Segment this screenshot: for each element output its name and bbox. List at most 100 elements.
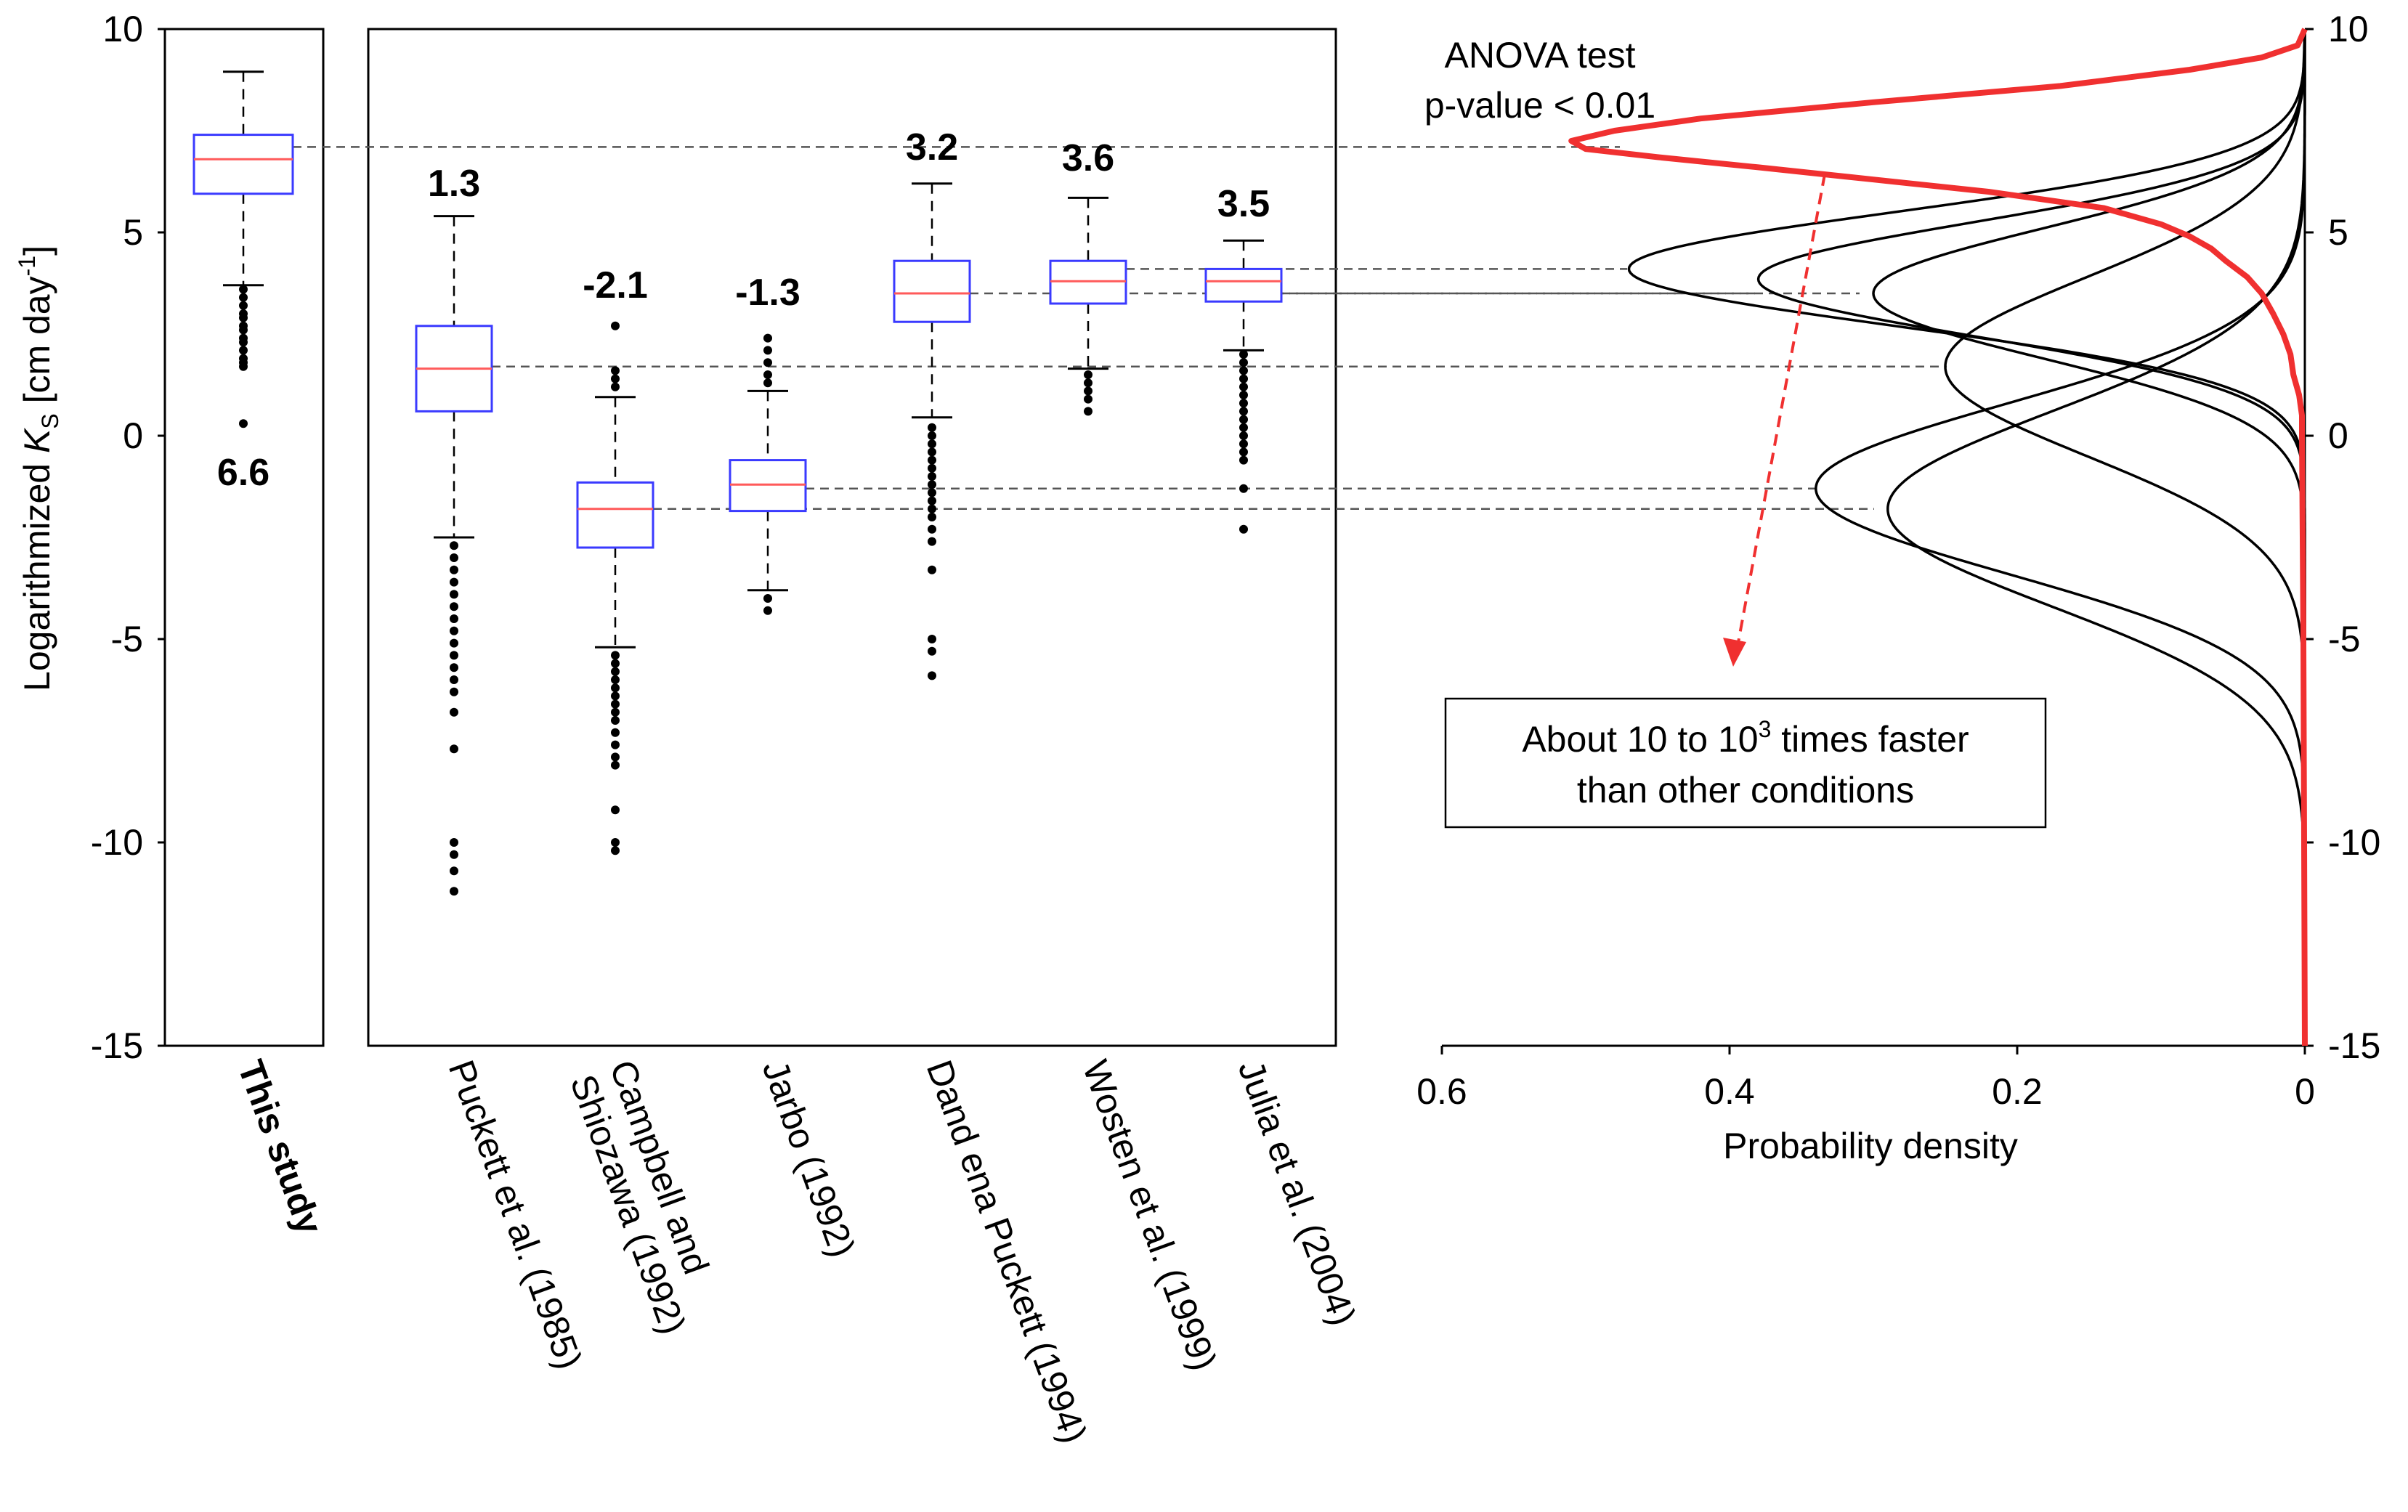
outlier-point [1239, 374, 1248, 383]
outlier-point [928, 488, 936, 497]
outlier-point [450, 866, 458, 876]
outlier-point [928, 565, 936, 574]
density-x-tick-label: 0.2 [1992, 1071, 2043, 1112]
outlier-point [928, 537, 936, 546]
category-label: Dand ena Puckett (1994) [919, 1055, 1095, 1449]
outlier-point [611, 667, 620, 676]
outlier-point [450, 553, 458, 562]
outlier-point [1239, 415, 1248, 424]
category-label: Jarbo (1992) [755, 1055, 864, 1263]
outlier-point [1084, 386, 1092, 396]
outlier-point [763, 370, 772, 379]
outlier-point [611, 321, 620, 330]
boxplot: 3.5 [1204, 183, 1283, 534]
category-label-line: Julia et al. (2004) [1231, 1055, 1364, 1331]
y-axis-label-prefix: Logarithmized [17, 453, 57, 691]
outlier-point [1239, 391, 1248, 399]
outlier-point [763, 378, 772, 388]
density-curve [1872, 29, 2306, 1046]
mean-value-label: 3.5 [1217, 183, 1270, 225]
outlier-point [611, 740, 620, 749]
outlier-point [928, 439, 936, 449]
outlier-point [928, 513, 936, 521]
right-y-tick-label: 0 [2328, 415, 2348, 456]
outlier-point [450, 602, 458, 611]
outlier-point [239, 293, 248, 302]
box-iqr [576, 481, 654, 549]
category-label-line: Wosten et al. (1999) [1075, 1055, 1225, 1375]
anova-pvalue: p-value < 0.01 [1424, 85, 1655, 126]
outlier-point [239, 338, 248, 347]
right-y-tick-label: -15 [2328, 1025, 2380, 1066]
outlier-point [1239, 484, 1248, 493]
outlier-point [1084, 394, 1092, 404]
category-label: Campbell andShiozawa (1992) [562, 1055, 733, 1340]
mean-value-label: -2.1 [583, 264, 648, 306]
outlier-point [928, 496, 936, 505]
outlier-point [450, 707, 458, 717]
outlier-point [928, 472, 936, 481]
density-x-axis-label: Probability density [1723, 1126, 2018, 1166]
left-y-axis: 10 5 0 -5 -10 -15 [91, 9, 165, 1066]
mean-value-label: 1.3 [428, 163, 480, 205]
outlier-point [450, 565, 458, 574]
outlier-point [763, 594, 772, 603]
outlier-point [611, 846, 620, 855]
outlier-point [611, 366, 620, 375]
boxplot: 3.2 [893, 126, 971, 680]
category-label-line: This study [230, 1055, 331, 1240]
category-label: Julia et al. (2004) [1231, 1055, 1364, 1331]
arrow-line [1736, 174, 1826, 647]
outlier-point [1239, 423, 1248, 432]
category-label-line: Jarbo (1992) [755, 1055, 864, 1263]
guide-lines [293, 146, 1947, 511]
arrow-head [1723, 638, 1746, 667]
outlier-point [611, 838, 620, 847]
outlier-point [1239, 366, 1248, 375]
outlier-point [450, 663, 458, 672]
outlier-point [928, 646, 936, 656]
y-tick-label: -10 [91, 822, 143, 863]
category-labels: This study Puckett et al. (1985) Campbell … [230, 1055, 1364, 1449]
outlier-point [1239, 407, 1248, 416]
outlier-point [611, 805, 620, 815]
outlier-point [1239, 455, 1248, 465]
outlier-point [1084, 378, 1092, 388]
y-axis-label-exp: -1 [14, 256, 40, 276]
y-axis-label-unit: [cm day [17, 276, 57, 413]
y-axis-label-sub: S [37, 413, 63, 428]
mean-value-label: 3.2 [906, 126, 958, 168]
density-x-tick-label: 0.4 [1704, 1071, 1755, 1112]
outlier-point [611, 760, 620, 770]
note-line-1: About 10 to 103 times faster [1522, 716, 1969, 760]
boxplots: 6.6 1.3 -2.1 -1.3 3.2 3.6 3.5 [192, 70, 1283, 896]
note-box [1444, 697, 2047, 829]
outlier-point [763, 358, 772, 367]
anova-title: ANOVA test [1444, 35, 1635, 76]
outlier-point [928, 423, 936, 432]
outlier-point [450, 577, 458, 587]
y-tick-label: -15 [91, 1025, 143, 1066]
y-tick-label: 10 [102, 9, 143, 49]
y-tick-label: 0 [123, 415, 143, 456]
y-tick-label: 5 [123, 212, 143, 253]
density-curve [1944, 29, 2306, 1046]
outlier-point [928, 463, 936, 473]
category-label: Wosten et al. (1999) [1075, 1055, 1225, 1375]
outlier-point [928, 431, 936, 440]
outlier-point [928, 447, 936, 457]
outlier-point [928, 635, 936, 643]
outlier-point [239, 285, 248, 294]
density-curve [1756, 28, 2306, 1046]
outlier-point [450, 838, 458, 847]
outlier-point [1239, 358, 1248, 367]
category-label-line: Puckett et al. (1985) [441, 1055, 591, 1375]
outlier-point [1084, 407, 1092, 416]
outlier-point [611, 691, 620, 701]
y-tick-label: -5 [111, 619, 143, 659]
outlier-point [1239, 524, 1248, 534]
outlier-point [928, 524, 936, 534]
outlier-point [611, 683, 620, 693]
outlier-point [611, 659, 620, 668]
